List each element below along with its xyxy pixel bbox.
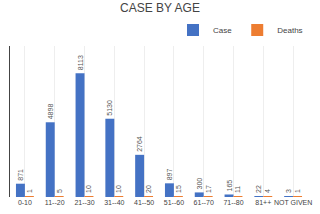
- svg-text:11--20: 11--20: [45, 199, 65, 206]
- svg-text:81++: 81++: [255, 199, 271, 206]
- svg-text:2764: 2764: [136, 136, 143, 152]
- svg-text:61--70: 61--70: [194, 199, 214, 206]
- svg-text:897: 897: [166, 169, 173, 181]
- svg-text:4: 4: [264, 189, 271, 193]
- svg-text:21--30: 21--30: [74, 199, 94, 206]
- svg-text:1: 1: [26, 189, 33, 193]
- svg-text:1: 1: [294, 189, 301, 193]
- svg-text:17: 17: [205, 185, 212, 193]
- svg-text:300: 300: [196, 178, 203, 190]
- svg-text:NOT GIVEN: NOT GIVEN: [274, 199, 312, 206]
- svg-text:11: 11: [234, 186, 241, 193]
- svg-text:41--50: 41--50: [134, 199, 154, 206]
- svg-text:4898: 4898: [47, 104, 54, 120]
- svg-text:10: 10: [115, 185, 122, 193]
- svg-text:31--40: 31--40: [104, 199, 124, 206]
- svg-text:22: 22: [255, 185, 262, 193]
- svg-text:5: 5: [56, 189, 63, 193]
- svg-text:0-10: 0-10: [18, 199, 32, 206]
- svg-text:10: 10: [85, 185, 92, 193]
- svg-text:3: 3: [285, 189, 292, 193]
- svg-text:15: 15: [175, 185, 182, 193]
- svg-text:871: 871: [17, 169, 24, 181]
- svg-text:Deaths: Deaths: [277, 26, 302, 35]
- svg-text:CASE BY AGE: CASE BY AGE: [120, 1, 200, 15]
- svg-text:51--60: 51--60: [164, 199, 184, 206]
- svg-text:165: 165: [226, 180, 233, 192]
- svg-text:71--80: 71--80: [223, 199, 243, 206]
- svg-text:8113: 8113: [77, 55, 84, 70]
- svg-text:20: 20: [145, 185, 152, 193]
- svg-text:Case: Case: [213, 26, 232, 35]
- svg-text:5130: 5130: [106, 100, 113, 116]
